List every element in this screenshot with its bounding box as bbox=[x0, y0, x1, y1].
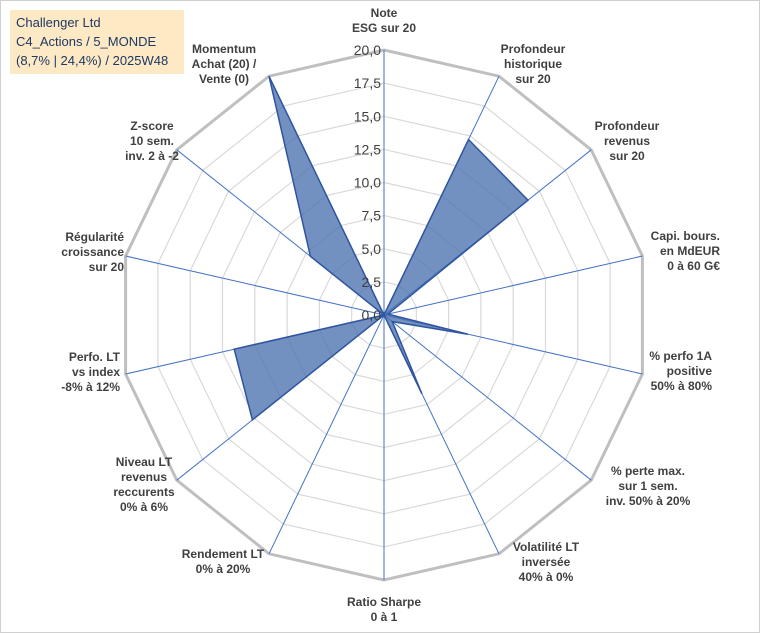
axis-label-line: 50% à 80% bbox=[651, 379, 713, 393]
axis-label: Niveau LT revenus reccurents 0% à 6% bbox=[113, 455, 175, 514]
axis-label-line: 10 sem. bbox=[130, 134, 174, 148]
chart-title-box: Challenger Ltd C4_Actions / 5_MONDE (8,7… bbox=[10, 10, 184, 74]
axis-label: Profondeur revenus sur 20 bbox=[595, 119, 660, 163]
axis-label-line: historique bbox=[504, 57, 562, 71]
axis-label-line: sur 20 bbox=[515, 72, 551, 86]
axis-label-line: reccurents bbox=[113, 485, 175, 499]
axis-label-line: sur 20 bbox=[89, 260, 125, 274]
axis-label-line: -8% à 12% bbox=[61, 380, 120, 394]
data-series-area bbox=[233, 75, 530, 422]
axis-label: Momentum Achat (20) / Vente (0) bbox=[192, 42, 257, 86]
axis-label: Volatilité LT inversée 40% à 0% bbox=[513, 540, 580, 584]
axis-label-line: Vente (0) bbox=[199, 72, 249, 86]
axis-spoke bbox=[383, 314, 592, 481]
axis-label: Rendement LT 0% à 20% bbox=[182, 547, 265, 576]
tick-label: 5,0 bbox=[362, 241, 382, 257]
axis-label-line: sur 20 bbox=[609, 149, 645, 163]
tick-label: 17,5 bbox=[354, 75, 381, 91]
axis-label-line: Rendement LT bbox=[182, 547, 265, 561]
axis-label: % perfo 1A positive 50% à 80% bbox=[649, 349, 712, 393]
axis-label-line: % perfo 1A bbox=[649, 349, 712, 363]
tick-label: 12,5 bbox=[354, 141, 381, 157]
axis-label-line: Achat (20) / bbox=[192, 57, 257, 71]
tick-label: 0,0 bbox=[362, 307, 382, 323]
title-line-company: Challenger Ltd bbox=[16, 15, 101, 30]
axis-label-line: sur 1 sem. bbox=[618, 479, 677, 493]
tick-label: 7,5 bbox=[362, 208, 382, 224]
axis-label-line: Note bbox=[371, 6, 398, 20]
axis-label: Perfo. LT vs index -8% à 12% bbox=[61, 350, 120, 394]
axis-label: Capi. bours. en MdEUR 0 à 60 G€ bbox=[651, 229, 721, 273]
axis-label-line: 0 à 60 G€ bbox=[667, 259, 720, 273]
tick-label: 20,0 bbox=[354, 42, 381, 58]
axis-spoke bbox=[268, 314, 385, 555]
axis-label-line: Momentum bbox=[192, 42, 256, 56]
axis-label-line: ESG sur 20 bbox=[352, 21, 416, 35]
axis-label-line: Profondeur bbox=[501, 42, 566, 56]
axis-label-line: Profondeur bbox=[595, 119, 660, 133]
axis-label-line: inv. 2 à -2 bbox=[125, 149, 179, 163]
axis-label-line: revenus bbox=[121, 470, 167, 484]
axis-label-line: en MdEUR bbox=[660, 244, 720, 258]
radial-tick-labels: 0,0 2,5 5,0 7,5 10,0 12,5 15,0 17,5 20,0 bbox=[354, 42, 381, 323]
axis-label: Ratio Sharpe 0 à 1 bbox=[347, 595, 421, 624]
axis-label-line: % perte max. bbox=[611, 464, 685, 478]
axis-label-line: 0% à 6% bbox=[120, 500, 168, 514]
axis-label-line: Capi. bours. bbox=[651, 229, 720, 243]
axis-label-line: Niveau LT bbox=[116, 455, 173, 469]
axis-label: % perte max. sur 1 sem. inv. 50% à 20% bbox=[606, 464, 691, 508]
axis-label: Z-score 10 sem. inv. 2 à -2 bbox=[125, 119, 179, 163]
axis-label-line: 40% à 0% bbox=[519, 570, 574, 584]
axis-label-line: Régularité bbox=[65, 230, 124, 244]
axis-label-line: 0 à 1 bbox=[371, 610, 398, 624]
title-line-category: C4_Actions / 5_MONDE bbox=[16, 34, 157, 49]
tick-label: 2,5 bbox=[362, 274, 382, 290]
axis-label-line: croissance bbox=[61, 245, 124, 259]
axis-spoke bbox=[383, 255, 643, 316]
axis-label-line: Volatilité LT bbox=[513, 540, 580, 554]
title-line-stats: (8,7% | 24,4%) / 2025W48 bbox=[16, 53, 169, 68]
axis-spoke bbox=[125, 255, 385, 316]
axis-label-line: Z-score bbox=[130, 119, 174, 133]
axis-label-line: inv. 50% à 20% bbox=[606, 494, 691, 508]
axis-label: Note ESG sur 20 bbox=[352, 6, 416, 35]
axis-label-line: Perfo. LT bbox=[69, 350, 121, 364]
axis-label: Régularité croissance sur 20 bbox=[61, 230, 124, 274]
axis-label-line: inversée bbox=[522, 555, 571, 569]
axis-label-line: revenus bbox=[604, 134, 650, 148]
axis-label: Profondeur historique sur 20 bbox=[501, 42, 566, 86]
axis-label-line: vs index bbox=[72, 365, 120, 379]
axis-label-line: Ratio Sharpe bbox=[347, 595, 421, 609]
tick-label: 10,0 bbox=[354, 175, 381, 191]
axis-label-line: positive bbox=[667, 364, 713, 378]
tick-label: 15,0 bbox=[354, 108, 381, 124]
axis-label-line: 0% à 20% bbox=[196, 562, 251, 576]
